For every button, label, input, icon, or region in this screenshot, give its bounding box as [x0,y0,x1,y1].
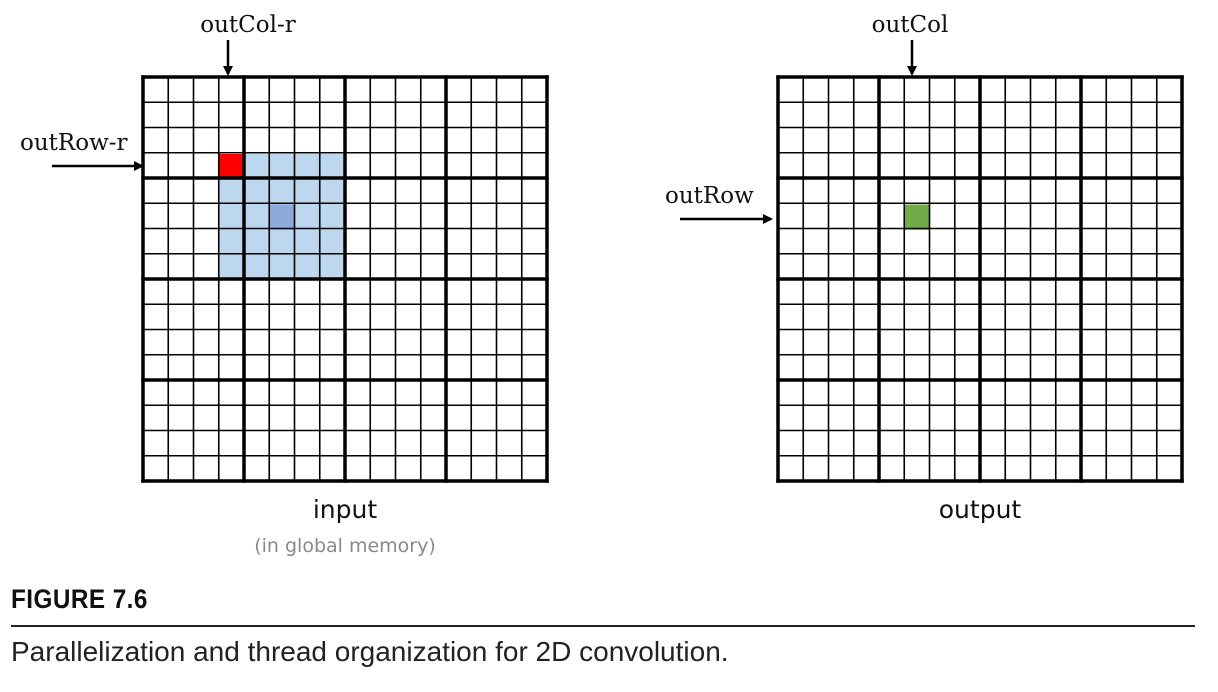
input-row-label: outRow-r [20,130,128,156]
input-center-cell [269,204,295,230]
input-grid-label: input [313,495,378,524]
caption-divider [11,625,1195,627]
input-corner-cell [218,154,244,180]
input-grid [141,75,549,483]
output-grid [776,75,1184,483]
output-grid-label: output [939,495,1022,524]
figure-caption: Parallelization and thread organization … [11,636,729,667]
figure-number: FIGURE 7.6 [11,584,148,614]
input-grid-sublabel: (in global memory) [254,535,436,557]
input-col-label: outCol-r [200,12,295,38]
output-col-label: outCol [872,12,949,38]
output-row-label: outRow [665,183,754,209]
input-grid-lines [141,75,549,483]
output-grid-lines [776,75,1184,483]
output-pixel-cell [904,204,930,230]
